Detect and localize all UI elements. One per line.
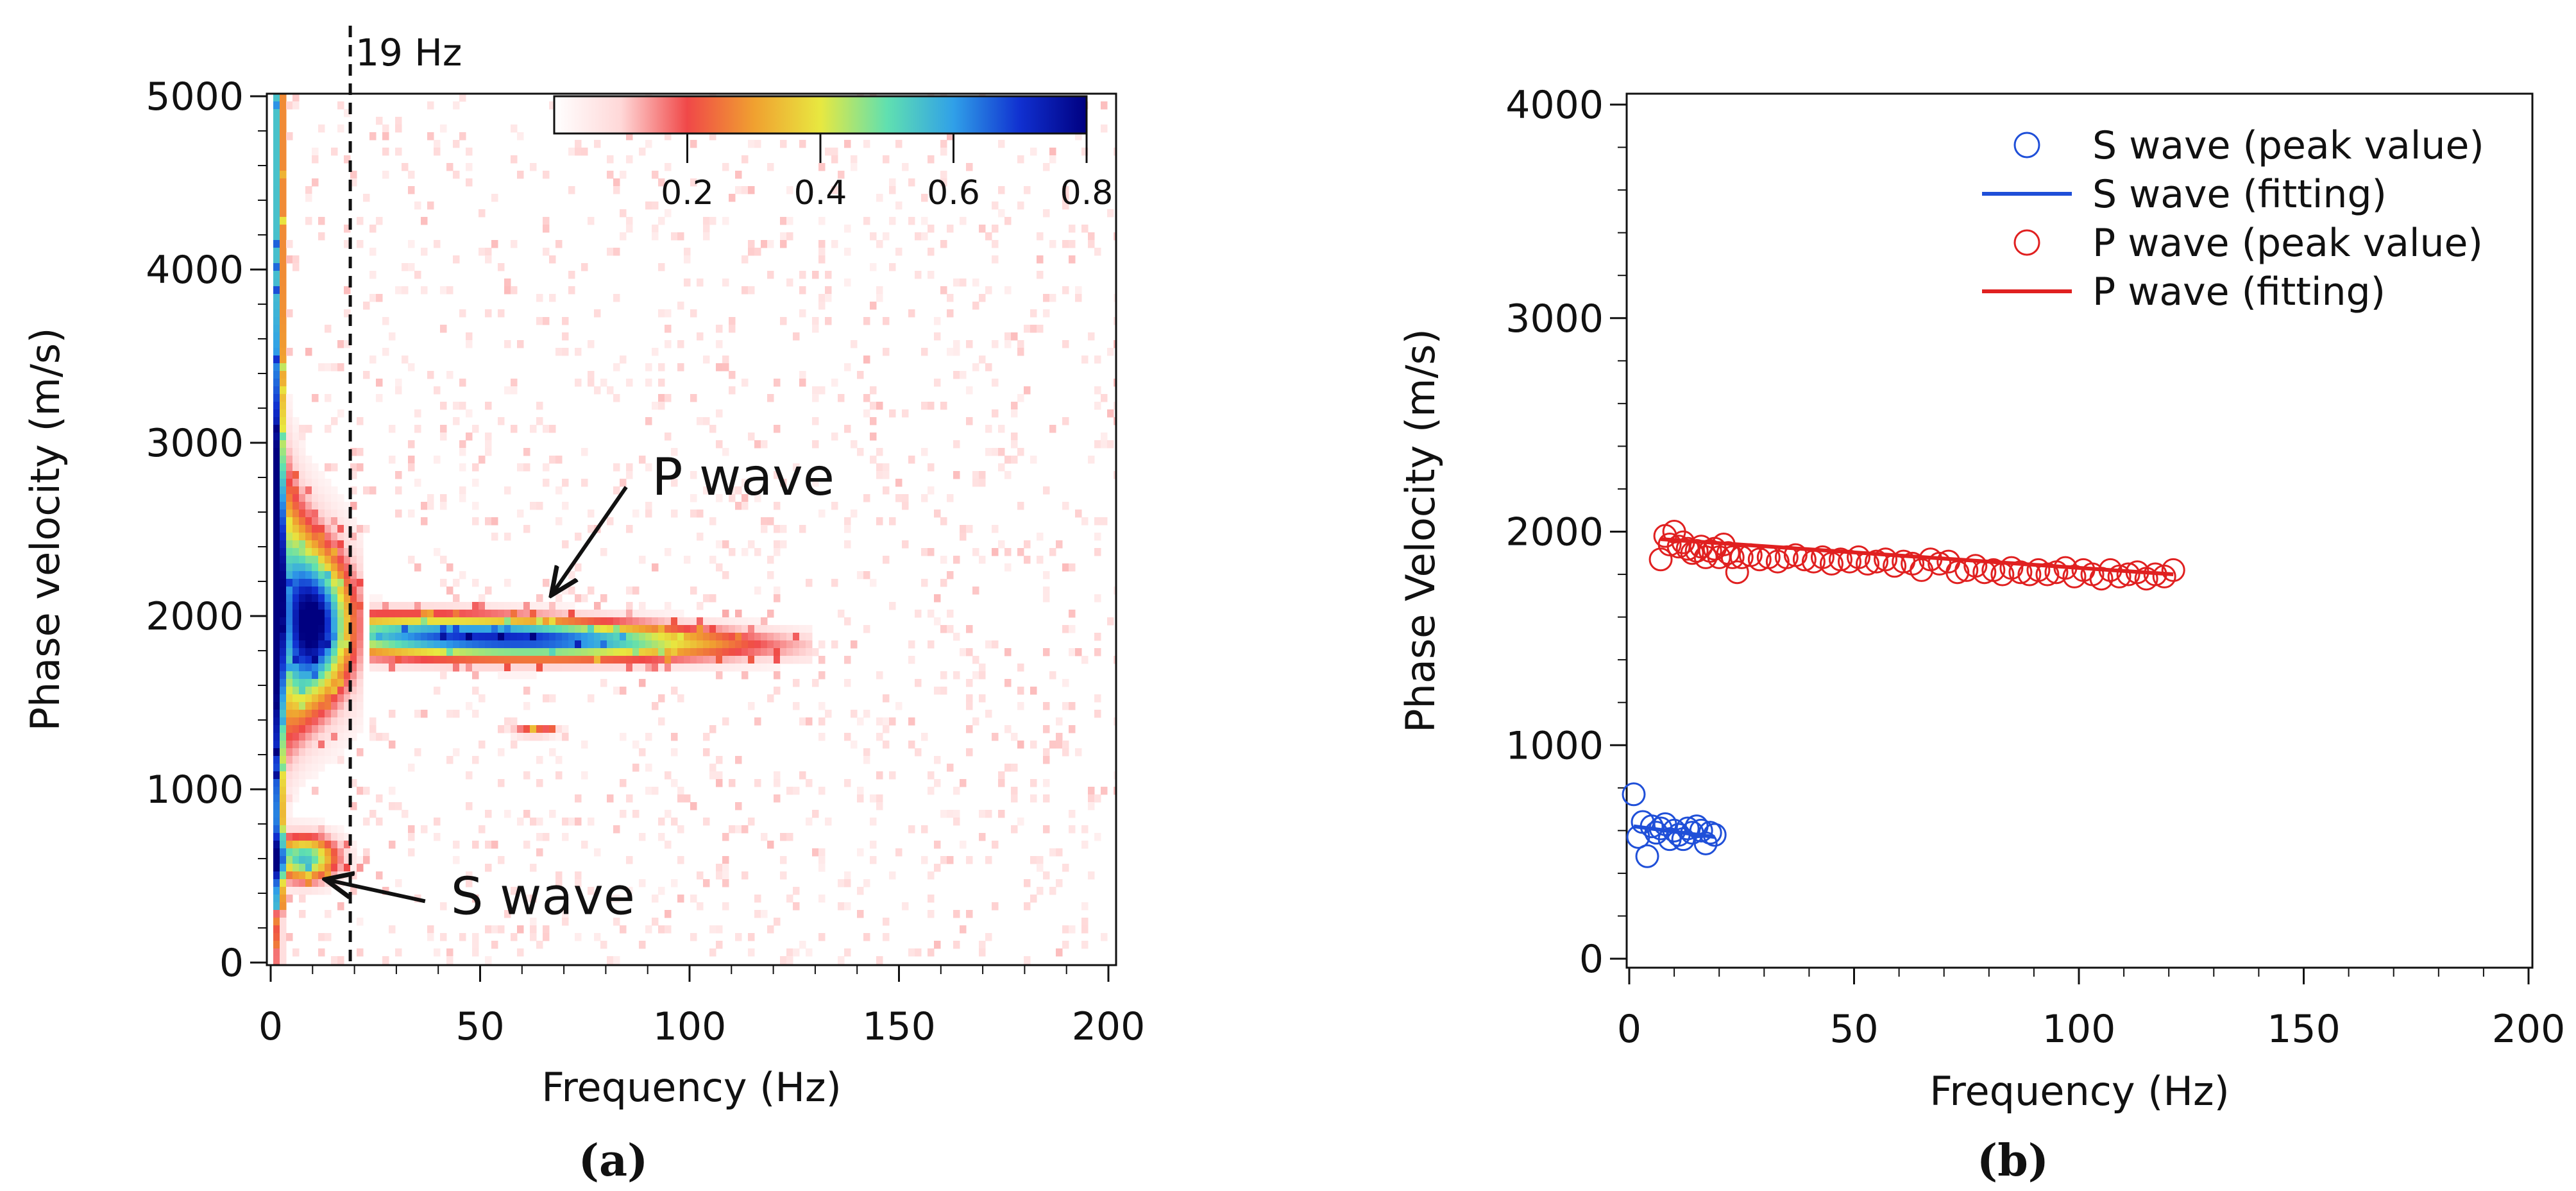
annotation-label: S wave (451, 866, 635, 926)
fit-line (1633, 824, 1715, 839)
y-axis-label-b: Phase Velocity (m/s) (1397, 329, 1444, 733)
legend-marker (2013, 229, 2040, 256)
data-point (1698, 821, 1722, 845)
data-point (2035, 562, 2060, 587)
annotation-arrow (325, 879, 426, 904)
colorbar-ticks: 0.2 0.4 0.6 0.8 (661, 133, 1113, 212)
legend-b: S wave (peak value)S wave (fitting)P wav… (1982, 123, 2484, 314)
panel-label-a: (a) (579, 1135, 648, 1187)
data-point (1725, 560, 1749, 585)
y-tick-label-a: 3000 (146, 421, 244, 466)
y-tick-label-a: 0 (219, 941, 244, 986)
data-point (1657, 532, 1682, 556)
x-tick-label-a: 0 (258, 1004, 283, 1049)
data-point (1648, 547, 1673, 572)
legend-marker (2013, 132, 2040, 159)
data-point (2161, 558, 2185, 582)
data-point (1828, 547, 1852, 572)
data-point (1720, 545, 1745, 569)
vertical-line-label: 19 Hz (355, 31, 462, 74)
data-point (1635, 844, 1659, 868)
x-tick-label-a: 100 (653, 1004, 727, 1049)
colorbar-tick-label: 0.8 (1060, 174, 1114, 212)
data-point (1693, 545, 1718, 569)
colorbar-tick-label: 0.6 (927, 174, 980, 212)
annotations-a: P wave S wave (325, 447, 835, 926)
legend-label: S wave (fitting) (2092, 172, 2387, 217)
heatmap-layer (267, 94, 1116, 965)
y-tick-label-a: 1000 (146, 767, 244, 812)
fit-line (1660, 537, 2174, 577)
y-tick-label-a: 2000 (146, 594, 244, 639)
y-tick-label-a: 4000 (146, 248, 244, 293)
data-point (2107, 564, 2131, 588)
colorbar-tick-label: 0.4 (794, 174, 847, 212)
data-point (1689, 818, 1713, 843)
y-tick-label-b: 1000 (1505, 723, 1604, 768)
y-tick-label-b: 0 (1579, 937, 1604, 982)
y-tick-label-b: 2000 (1505, 510, 1604, 555)
y-tick-label-b: 4000 (1505, 83, 1604, 128)
data-point (1675, 816, 1700, 841)
annotation-label: P wave (652, 447, 835, 507)
panel-label-b: (b) (1977, 1135, 2049, 1187)
colorbar-tick-label: 0.2 (661, 174, 714, 212)
legend-label: P wave (fitting) (2092, 270, 2385, 314)
x-tick-label-b: 50 (1829, 1007, 1878, 1052)
plot-frame-a (266, 92, 1117, 966)
colorbar: 0.2 0.4 0.6 0.8 (553, 95, 1113, 212)
data-point (1622, 782, 1646, 807)
data-point (1865, 549, 1889, 574)
data-point (1747, 547, 1772, 572)
annotation-arrow (552, 486, 628, 596)
y-tick-label-a: 5000 (146, 74, 244, 119)
series-b (1622, 520, 2185, 868)
x-axis-label-b: Frequency (Hz) (1929, 1068, 2230, 1115)
legend-label: S wave (peak value) (2092, 123, 2484, 168)
x-tick-label-a: 50 (455, 1004, 504, 1049)
data-point (2008, 560, 2033, 585)
x-tick-label-a: 150 (862, 1004, 936, 1049)
x-axis-label-a: Frequency (Hz) (541, 1064, 842, 1111)
y-tick-label-b: 3000 (1505, 296, 1604, 341)
x-tick-label-b: 200 (2492, 1007, 2566, 1052)
x-tick-label-a: 200 (1072, 1004, 1146, 1049)
x-tick-label-b: 100 (2042, 1007, 2116, 1052)
x-tick-label-b: 0 (1617, 1007, 1641, 1052)
colorbar-gradient (553, 95, 1088, 135)
legend-label: P wave (peak value) (2092, 221, 2483, 266)
x-tick-label-b: 150 (2267, 1007, 2341, 1052)
y-axis-label-a: Phase velocity (m/s) (22, 328, 69, 732)
data-point (2116, 562, 2140, 587)
data-point (1693, 831, 1718, 855)
